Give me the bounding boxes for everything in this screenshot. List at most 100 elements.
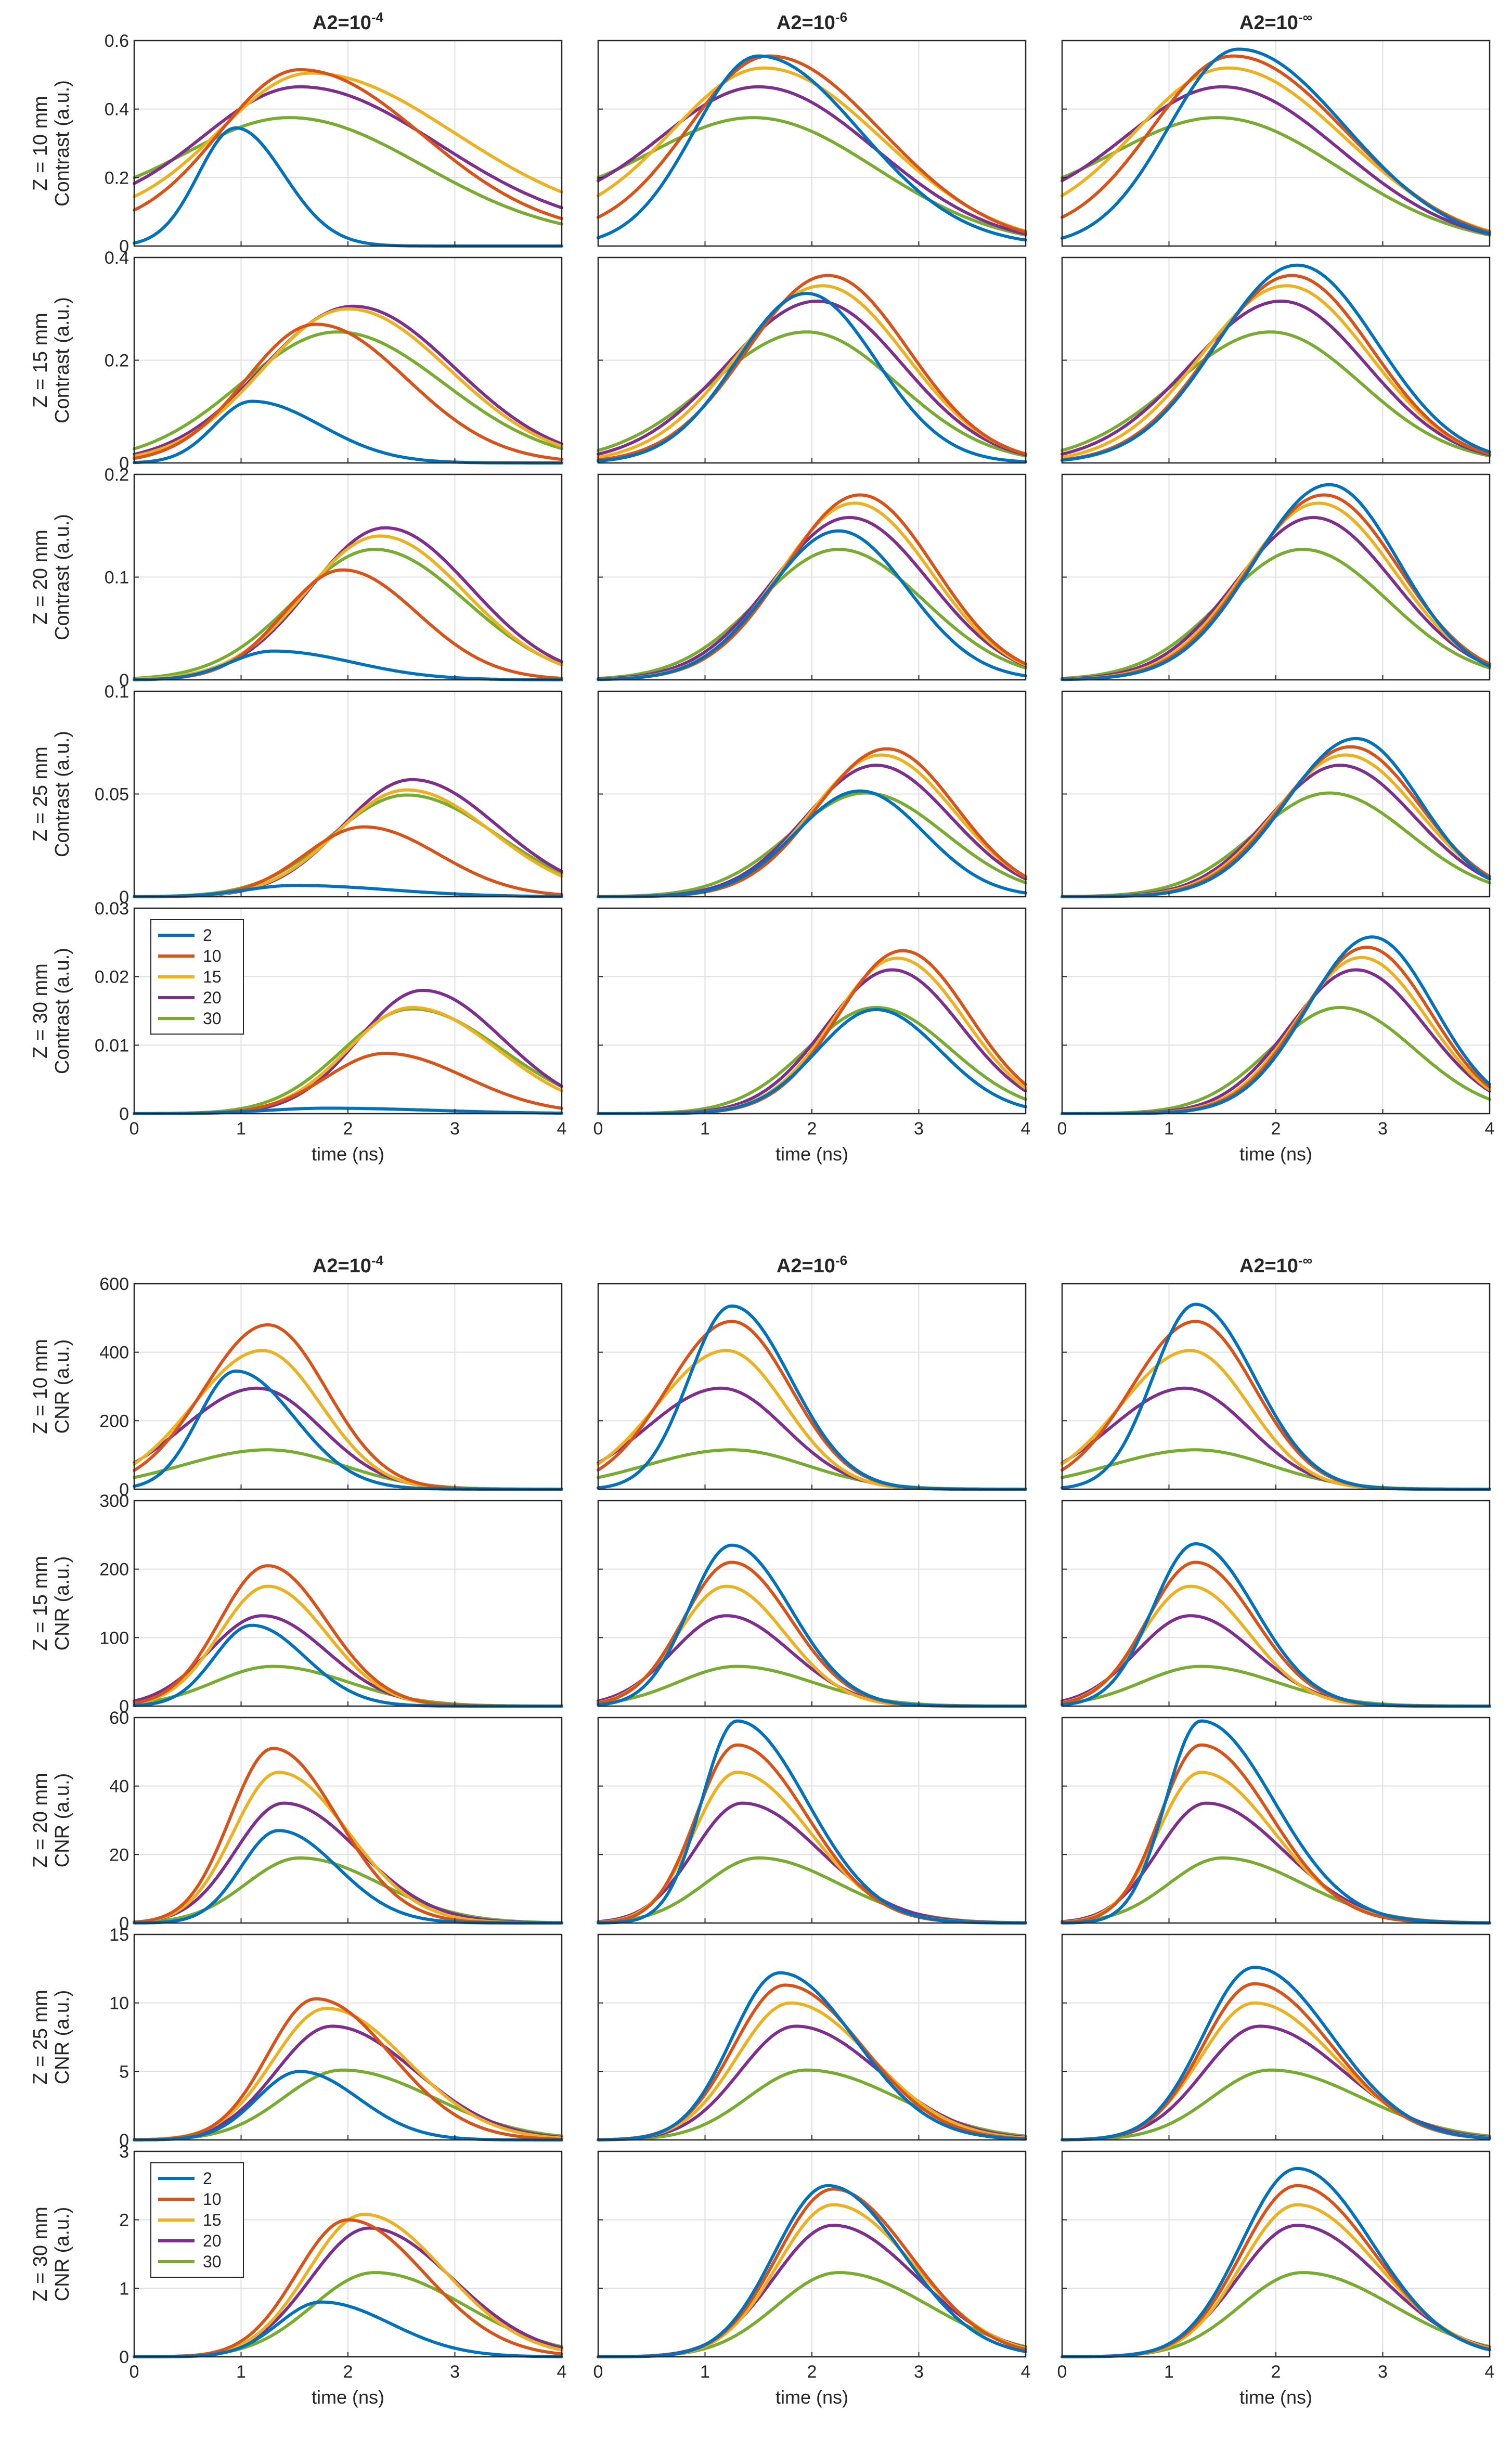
y-tick-label: 2	[119, 2211, 129, 2230]
x-tick-label: 1	[1164, 2362, 1174, 2382]
row-ylabel-line1: Z = 30 mm	[30, 963, 51, 1059]
subplot-cnr-r4-c3	[1061, 1933, 1491, 2141]
x-tick-label: 1	[700, 1119, 710, 1139]
column-title-exponent: -6	[835, 1253, 847, 1268]
column-title-exponent: -4	[371, 1253, 384, 1268]
series-line-30	[1061, 548, 1491, 680]
series-line-15	[133, 71, 563, 198]
x-tick-label: 4	[1021, 2362, 1031, 2382]
y-tick-label: 0	[119, 2347, 129, 2367]
x-tick-label: 3	[1378, 2362, 1388, 2382]
series-line-2	[1061, 263, 1491, 462]
series-line-30	[597, 548, 1027, 680]
y-tick-label: 200	[99, 1411, 129, 1431]
x-tick-label: 2	[807, 2362, 817, 2382]
legend-label-10: 10	[203, 2190, 222, 2209]
subplot-cnr-r3-c1: 0 20 40 60	[109, 1708, 563, 1933]
row-ylabel-line1: Z = 10 mm	[30, 96, 51, 191]
subplot-cnr-r4-c2	[597, 1933, 1027, 2141]
row-ylabel-line1: Z = 25 mm	[30, 746, 51, 842]
subplot-contrast-r5-c2: 0 1 2 3 4 time (ns)	[593, 907, 1030, 1165]
column-title-exponent: -4	[371, 9, 384, 25]
y-tick-label: 0.4	[105, 100, 129, 120]
row-ylabel-line2: CNR (a.u.)	[51, 1556, 73, 1651]
row-ylabel-line2: Contrast (a.u.)	[51, 514, 73, 640]
x-tick-label: 0	[130, 1119, 139, 1139]
series-line-2	[1061, 47, 1491, 240]
row-ylabel-line2: CNR (a.u.)	[51, 1339, 73, 1434]
row-ylabel-line2: CNR (a.u.)	[51, 2207, 73, 2302]
row-ylabel-line2: Contrast (a.u.)	[51, 948, 73, 1074]
row-ylabel-line1: Z = 15 mm	[30, 313, 51, 408]
subplot-cnr-r5-c3: 0 1 2 3 4 time (ns)	[1057, 2150, 1495, 2408]
legend-label-2: 2	[203, 926, 212, 945]
y-tick-label: 100	[99, 1628, 129, 1648]
series-line-2	[133, 2300, 563, 2358]
x-tick-label: 0	[593, 1119, 603, 1139]
subplot-contrast-r5-c1: 0 0.01 0.02 0.03 0 1 2 3 4 time (ns) 2 10 15 20 30	[95, 899, 567, 1165]
x-tick-label: 4	[557, 1119, 567, 1139]
series-line-2	[597, 789, 1027, 898]
row-ylabel: Z = 25 mmContrast (a.u.)	[30, 731, 73, 857]
column-title-exponent: -∞	[1298, 1253, 1312, 1268]
series-line-30	[133, 548, 563, 680]
column-title-exponent: -∞	[1298, 9, 1312, 25]
subplot-cnr-r3-c2	[597, 1717, 1027, 1925]
column-title: A2=10-4	[313, 1253, 384, 1277]
x-tick-label: 2	[343, 2362, 353, 2382]
series-line-10	[597, 54, 1027, 234]
x-axis-label: time (ns)	[776, 1143, 848, 1165]
series-line-2	[597, 292, 1027, 463]
x-tick-label: 1	[236, 1119, 246, 1139]
x-tick-label: 0	[130, 2362, 139, 2382]
series-line-15	[1061, 284, 1491, 459]
subplot-contrast-r4-c2	[597, 690, 1027, 898]
row-ylabel: Z = 25 mmCNR (a.u.)	[30, 1990, 73, 2085]
series-line-30	[597, 116, 1027, 237]
x-tick-label: 4	[1485, 2362, 1495, 2382]
subplot-contrast-r3-c2	[597, 473, 1027, 681]
y-tick-label: 3	[119, 2142, 129, 2162]
series-line-20	[133, 85, 563, 210]
legend-label-15: 15	[203, 967, 222, 986]
subplot-contrast-r2-c3	[1061, 256, 1491, 464]
series-line-10	[597, 274, 1027, 462]
series-line-2	[133, 1106, 563, 1115]
y-tick-label: 0	[119, 1480, 129, 1500]
y-tick-label: 0.05	[95, 785, 129, 805]
row-ylabel: Z = 30 mmCNR (a.u.)	[30, 2206, 73, 2302]
series-line-20	[1061, 516, 1491, 681]
row-ylabel-line2: Contrast (a.u.)	[51, 80, 73, 207]
x-tick-label: 1	[1164, 1119, 1174, 1139]
x-tick-label: 0	[593, 2362, 603, 2382]
row-ylabel-line2: Contrast (a.u.)	[51, 731, 73, 857]
legend-label-20: 20	[203, 988, 222, 1007]
row-ylabel: Z = 20 mmCNR (a.u.)	[30, 1773, 73, 1868]
series-line-10	[1061, 274, 1491, 462]
y-tick-label: 15	[109, 1925, 129, 1945]
y-tick-label: 0	[119, 1697, 129, 1717]
x-tick-label: 1	[700, 2362, 710, 2382]
x-tick-label: 3	[914, 1119, 924, 1139]
row-ylabel-line1: Z = 10 mm	[30, 1339, 51, 1434]
y-tick-label: 0	[119, 670, 129, 690]
subplot-cnr-r2-c1: 0 100 200 300	[99, 1491, 563, 1717]
x-axis-label: time (ns)	[776, 2386, 848, 2408]
subplot-contrast-r4-c3	[1061, 690, 1491, 898]
subplot-contrast-r3-c3	[1061, 473, 1491, 681]
series-line-20	[597, 516, 1027, 681]
y-tick-label: 60	[109, 1708, 129, 1728]
row-ylabel-line2: CNR (a.u.)	[51, 1990, 73, 2085]
x-tick-label: 3	[914, 2362, 924, 2382]
column-title: A2=10-∞	[1239, 9, 1312, 34]
series-line-2	[133, 884, 563, 898]
row-ylabel-line1: Z = 30 mm	[30, 2206, 51, 2302]
legend: 2 10 15 20 30	[150, 2162, 244, 2278]
y-tick-label: 0.6	[105, 31, 129, 51]
y-tick-label: 0.02	[95, 967, 129, 987]
row-ylabel: Z = 20 mmContrast (a.u.)	[30, 514, 73, 640]
x-axis-label: time (ns)	[1239, 1143, 1312, 1165]
subplot-cnr-r2-c3	[1061, 1500, 1491, 1708]
subplot-cnr-r5-c2: 0 1 2 3 4 time (ns)	[593, 2150, 1031, 2408]
